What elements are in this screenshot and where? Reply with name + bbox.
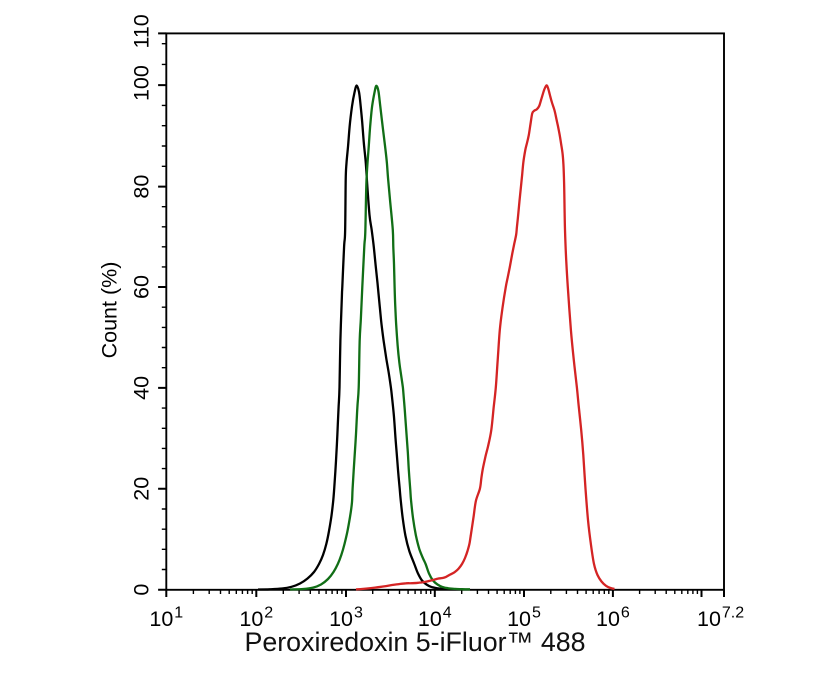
svg-text:10: 10 [697,607,721,631]
svg-text:40: 40 [130,376,154,400]
svg-text:10: 10 [507,607,531,631]
svg-text:10: 10 [239,607,263,631]
svg-text:Peroxiredoxin 5-iFluor™ 488: Peroxiredoxin 5-iFluor™ 488 [244,627,585,657]
svg-text:Count (%): Count (%) [98,262,122,359]
svg-text:10: 10 [418,607,442,631]
svg-text:6: 6 [621,605,630,622]
svg-text:4: 4 [443,605,452,622]
svg-text:10: 10 [149,607,173,631]
svg-text:80: 80 [130,175,154,199]
svg-text:20: 20 [130,477,154,501]
svg-text:7.2: 7.2 [722,605,744,622]
svg-text:5: 5 [532,605,541,622]
svg-text:110: 110 [130,14,154,48]
svg-text:3: 3 [354,605,363,622]
svg-text:0: 0 [130,584,154,596]
svg-text:60: 60 [130,275,154,299]
svg-text:10: 10 [596,607,620,631]
svg-text:10: 10 [329,607,353,631]
svg-text:2: 2 [264,605,273,622]
svg-text:100: 100 [130,65,154,101]
svg-text:1: 1 [174,605,183,622]
